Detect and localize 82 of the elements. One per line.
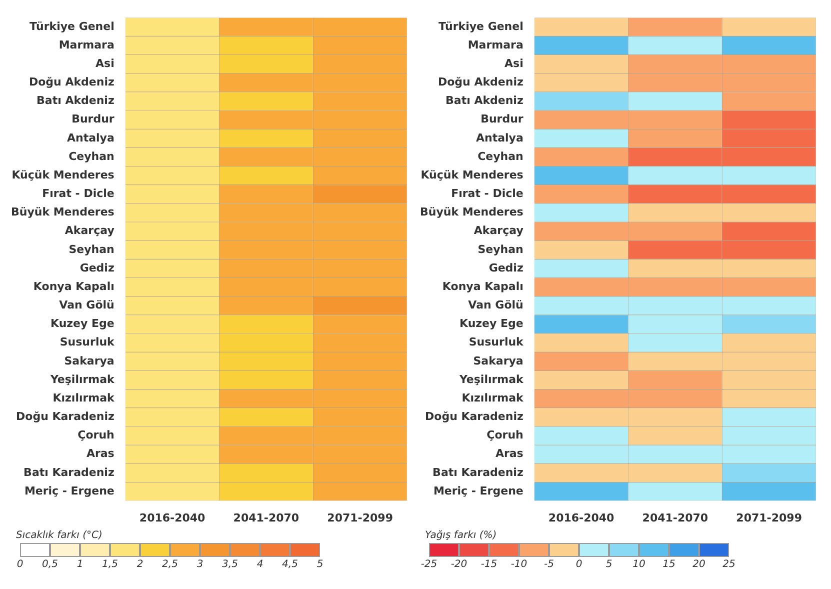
color-bar-label: 20 — [692, 559, 706, 570]
y-tick-label: Fırat - Dicle — [42, 187, 114, 200]
y-tick-label: Kızılırmak — [52, 391, 116, 404]
y-tick-label: Ceyhan — [68, 150, 114, 163]
color-bar-label: 0 — [16, 559, 24, 570]
y-tick-label: Aras — [495, 447, 524, 460]
y-tick-label: Kızılırmak — [462, 391, 524, 404]
y-tick-label: Küçük Menderes — [420, 168, 524, 182]
color-bar-label: 3 — [196, 559, 204, 570]
color-bar-label: -25 — [420, 559, 438, 570]
color-bar-title: Yağış farkı (%) — [425, 530, 498, 541]
y-tick-label: Konya Kapalı — [442, 280, 524, 293]
y-tick-label: Seyhan — [68, 242, 114, 256]
y-tick-label: Yeşilırmak — [458, 372, 524, 386]
y-tick-label: Antalya — [476, 131, 524, 144]
y-tick-label: Akarçay — [474, 224, 524, 238]
y-tick-label: Çoruh — [486, 428, 524, 442]
y-tick-label: Büyük Menderes — [10, 206, 115, 219]
y-tick-label: Susurluk — [468, 336, 524, 349]
color-bar-label: 4 — [256, 559, 264, 570]
y-tick-label: Asi — [96, 56, 114, 70]
y-tick-label: Kuzey Ege — [459, 317, 524, 330]
y-tick-label: Doğu Karadeniz — [425, 410, 524, 424]
color-bar-label: 25 — [722, 559, 736, 570]
y-tick-label: Marmara — [58, 38, 114, 52]
y-tick-label: Aras — [86, 447, 115, 460]
color-bar-label: 10 — [632, 559, 646, 570]
color-bar-label: 0,5 — [42, 559, 58, 570]
x-tick-label: 2071-2099 — [327, 511, 393, 524]
y-tick-label: Marmara — [468, 38, 524, 52]
y-tick-label: Çoruh — [78, 428, 114, 442]
y-tick-label: Batı Karadeniz — [24, 466, 114, 479]
color-bar-title: Sıcaklık farkı (°C) — [16, 530, 104, 541]
y-tick-label: Burdur — [480, 112, 524, 126]
color-bar-label: 15 — [662, 559, 676, 570]
y-tick-label: Asi — [504, 56, 524, 70]
y-tick-label: Susurluk — [60, 336, 116, 349]
y-tick-label: Batı Akdeniz — [36, 94, 114, 108]
x-tick-label: 2071-2099 — [736, 511, 802, 524]
x-tick-label: 2041-2070 — [642, 511, 708, 524]
y-tick-label: Doğu Karadeniz — [16, 410, 114, 424]
color-bar-label: 2 — [136, 559, 144, 570]
color-bar-label: 5 — [316, 559, 324, 570]
y-tick-label: Doğu Akdeniz — [28, 76, 114, 89]
color-bar-label: -15 — [480, 559, 498, 570]
color-bar-label: -5 — [544, 559, 554, 570]
y-tick-label: Batı Akdeniz — [446, 94, 524, 108]
y-tick-label: Fırat - Dicle — [451, 187, 524, 200]
y-tick-label: Konya Kapalı — [33, 280, 114, 293]
x-tick-label: 2041-2070 — [233, 511, 300, 524]
y-tick-label: Gediz — [488, 261, 524, 274]
y-tick-label: Doğu Akdeniz — [438, 76, 524, 89]
y-tick-label: Batı Karadeniz — [432, 466, 524, 479]
color-bar-label: -10 — [510, 559, 528, 570]
y-tick-label: Burdur — [72, 112, 115, 126]
y-tick-label: Kuzey Ege — [50, 317, 114, 330]
color-bar-label: 0 — [576, 559, 582, 570]
y-tick-label: Seyhan — [478, 242, 524, 256]
y-tick-label: Türkiye Genel — [30, 20, 114, 33]
color-bar-label: 1,5 — [102, 559, 118, 570]
color-bar-label: 3,5 — [222, 559, 238, 570]
y-tick-label: Büyük Menderes — [420, 206, 524, 219]
y-tick-label: Yeşilırmak — [49, 372, 116, 386]
x-tick-label: 2016-2040 — [139, 511, 206, 524]
y-tick-label: Ceyhan — [478, 150, 524, 163]
x-tick-label: 2016-2040 — [548, 511, 615, 524]
color-bar-label: -20 — [450, 559, 468, 570]
y-tick-label: Antalya — [66, 131, 114, 144]
y-tick-label: Meriç - Ergene — [433, 484, 524, 498]
y-tick-label: Sakarya — [64, 354, 114, 368]
y-tick-label: Van Gölü — [59, 298, 114, 312]
color-bar-label: 4,5 — [282, 559, 298, 570]
y-tick-label: Akarçay — [64, 224, 114, 238]
y-tick-label: Türkiye Genel — [438, 20, 524, 33]
y-tick-label: Van Gölü — [468, 298, 524, 312]
y-tick-label: Sakarya — [473, 354, 524, 368]
y-tick-label: Gediz — [80, 261, 114, 274]
color-bar-label: 5 — [606, 559, 612, 570]
y-tick-label: Meriç - Ergene — [24, 484, 114, 498]
color-bar-label: 1 — [76, 559, 84, 570]
y-tick-label: Küçük Menderes — [12, 168, 115, 182]
color-bar-label: 2,5 — [162, 559, 178, 570]
